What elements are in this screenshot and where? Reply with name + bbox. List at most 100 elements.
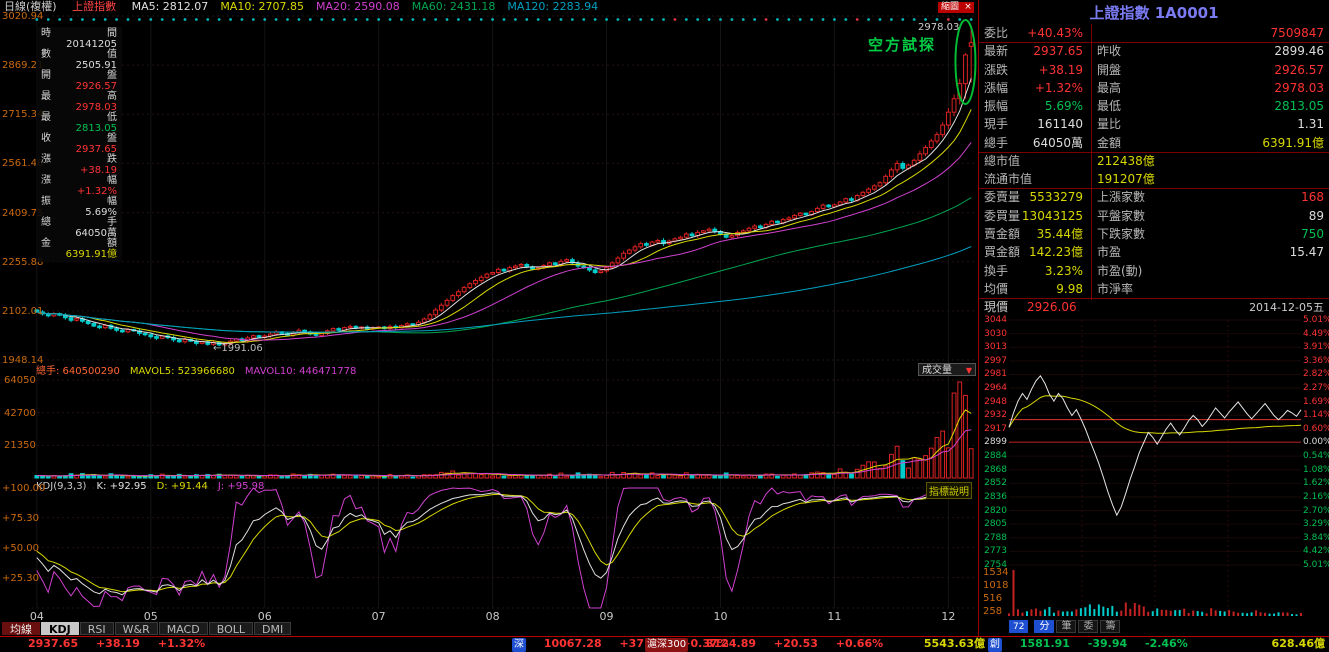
indicator-tab-w&r[interactable]: W&R [114, 622, 158, 636]
quote-label: 換手 [984, 263, 1009, 278]
quote-value: +38.19 [1038, 62, 1083, 77]
quote-row: 振幅 5.69% 最低 2813.05 [979, 97, 1329, 115]
intraday-price-label: 2820 [984, 505, 1007, 516]
quote-label: 下跌家數 [1097, 226, 1146, 241]
price-axis-label: 3020.94 [2, 11, 44, 22]
quote-row: 換手 3.23% 市盈(動) [979, 262, 1329, 280]
month-label: 09 [599, 610, 614, 623]
info-label: 開盤 [41, 70, 117, 82]
kdj-header: KDJ(9,3,3) K: +92.95 D: +91.44 J: +95.98 [36, 481, 274, 492]
intraday-percent-label: 5.01% [1303, 559, 1329, 570]
ohlc-info-panel: 時間 20141205 數值 2505.91 開盤 2926.57 最高 2978.03 最低 2… [36, 27, 122, 262]
mini-chart-button[interactable]: 縮圖 [938, 2, 963, 13]
close-icon[interactable]: × [962, 2, 974, 13]
quote-value: 142.23億 [1029, 245, 1083, 260]
quote-value: 750 [1301, 226, 1324, 241]
indicator-tab-rsi[interactable]: RSI [79, 622, 114, 636]
status-hs300-index[interactable]: 滬深300 3124.89 +20.53 +0.66% 5543.63億 [645, 637, 985, 652]
info-label-char: 開 [41, 70, 51, 81]
daily-chart-area: 日線(複權) 上證指數 MA5: 2812.07 MA10: 2707.85 MA2… [0, 0, 978, 636]
info-label-char: 值 [107, 49, 117, 60]
info-label: 漲跌 [41, 154, 117, 166]
intraday-tab-bar: 72 分筆委籌 [1009, 620, 1122, 633]
intraday-price-label: 2773 [984, 546, 1007, 557]
sz-price: 10067.28 [543, 637, 602, 650]
quote-value: 1.31 [1297, 117, 1324, 132]
intraday-volume-label: 1018 [983, 580, 1009, 591]
intraday-tab-委[interactable]: 委 [1078, 620, 1099, 633]
info-label-char: 時 [41, 28, 51, 39]
chart-header: 日線(複權) 上證指數 MA5: 2812.07 MA10: 2707.85 MA2… [4, 0, 622, 14]
intraday-tab-分[interactable]: 分 [1034, 620, 1055, 633]
volume-header-item: MAVOL5: 523966680 [129, 366, 235, 377]
quote-value: 6391.91億 [1262, 135, 1324, 150]
price-axis-label: 2715.34 [2, 109, 44, 121]
price-axis-label: 2561.48 [2, 158, 44, 170]
quote-label: 開盤 [1097, 62, 1122, 77]
indicator-tab-dmi[interactable]: DMI [254, 622, 292, 636]
quote-label: 均價 [984, 281, 1009, 296]
quote-label: 金額 [1097, 135, 1122, 150]
quote-label: 漲跌 [984, 62, 1009, 77]
status-sh-index[interactable]: 2937.65 +38.19 +1.32% [28, 637, 219, 651]
low-price-label: ←1991.06 [213, 343, 263, 354]
quote-value: 3.23% [1044, 263, 1083, 278]
intraday-price-label: 2917 [984, 423, 1007, 434]
chart-period-label[interactable]: 日線(複權) [4, 0, 57, 13]
info-label: 漲幅 [41, 175, 117, 187]
intraday-price-label: 2997 [984, 355, 1007, 366]
intraday-tab-籌[interactable]: 籌 [1100, 620, 1121, 633]
quote-label: 流通市值 [984, 172, 1033, 187]
info-value: 20141205 [66, 38, 117, 50]
info-label-char: 盤 [107, 133, 117, 144]
price-axis-label: 2409.75 [2, 207, 44, 219]
intraday-percent-label: 3.91% [1303, 342, 1329, 353]
info-value: +1.32% [76, 185, 117, 197]
indicator-tab-bar: 均線 KDJ RSI W&R MACD BOLL DMI [2, 622, 292, 636]
quote-label: 總手 [984, 135, 1009, 150]
intraday-percent-label: 1.62% [1303, 478, 1329, 489]
intraday-volume-label: 516 [983, 593, 1003, 604]
intraday-price-label: 2884 [984, 451, 1007, 462]
quote-row: 漲幅 +1.32% 最高 2978.03 [979, 79, 1329, 97]
quote-value: 2899.46 [1274, 44, 1324, 59]
intraday-percent-label: 2.82% [1303, 369, 1329, 380]
candlestick-chart-canvas[interactable] [0, 0, 978, 636]
volume-header: 總手: 640500290 MAVOL5: 523966680 MAVOL10: 4… [36, 362, 366, 377]
intraday-price-label: 2964 [984, 383, 1007, 394]
intraday-price-label: 2868 [984, 464, 1007, 475]
status-cyb-index[interactable]: 創 1581.91 -39.94 -2.46% 628.46億 [988, 637, 1327, 652]
kdj-header-item: J: +95.98 [217, 481, 265, 492]
indicator-help-button[interactable]: 指標說明 [926, 482, 972, 499]
intraday-count-badge[interactable]: 72 [1009, 620, 1029, 633]
quote-value: 9.98 [1056, 281, 1083, 296]
chevron-down-icon: ▼ [965, 366, 972, 375]
price-axis-label: 2102.01 [2, 305, 44, 317]
quote-label: 委買量 [984, 208, 1021, 223]
cyb-price: 1581.91 [1019, 637, 1070, 650]
sh-percent: +1.32% [157, 637, 206, 650]
info-label-char: 幅 [107, 196, 117, 207]
intraday-price-label: 3013 [984, 342, 1007, 353]
price-axis-label: 1948.14 [2, 355, 44, 366]
quote-label: 振幅 [984, 99, 1009, 114]
indicator-tab-boll[interactable]: BOLL [208, 622, 253, 636]
indicator-tab-kdj[interactable]: KDJ [41, 622, 79, 636]
quote-value: +1.32% [1034, 80, 1083, 95]
volume-indicator-dropdown[interactable]: 成交量 ▼ [918, 363, 976, 376]
quote-label: 委比 [984, 26, 1009, 40]
quote-label: 現手 [984, 117, 1009, 132]
quote-row: 總市值 212438億 [979, 152, 1329, 170]
intraday-chart-canvas[interactable] [979, 316, 1329, 618]
intraday-tab-筆[interactable]: 筆 [1056, 620, 1077, 633]
price-axis-label: 2869.21 [2, 60, 44, 72]
quote-value: 5533279 [1029, 190, 1083, 205]
indicator-tab-macd[interactable]: MACD [158, 622, 208, 636]
kdj-axis-label: +25.30 [2, 572, 40, 584]
info-value: 5.69% [85, 206, 117, 218]
intraday-price-label: 2836 [984, 491, 1007, 502]
cyb-percent: -2.46% [1145, 637, 1188, 650]
indicator-tab-均線[interactable]: 均線 [2, 622, 40, 636]
info-value: 2505.91 [75, 59, 117, 71]
status-bar: 2937.65 +38.19 +1.32% 深 10067.28 +37.45 … [0, 636, 1329, 652]
